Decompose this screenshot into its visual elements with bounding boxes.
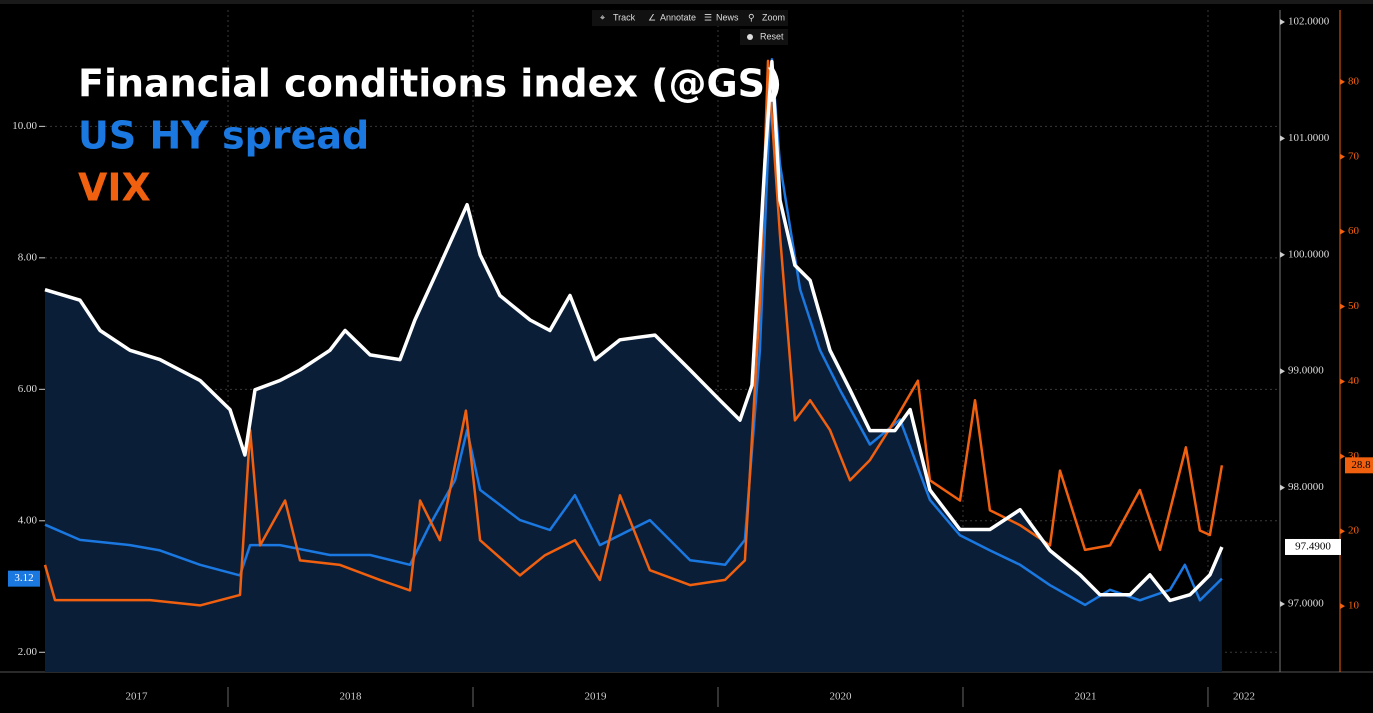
y3-tick-label: 60 — [1348, 225, 1360, 237]
series-line — [44, 59, 1224, 603]
y3-tick — [1340, 528, 1345, 535]
x-tick-label: 2022 — [1233, 691, 1255, 703]
x-tick-label: 2021 — [1074, 691, 1096, 703]
y2-tick — [1280, 484, 1285, 491]
series-area — [45, 61, 1222, 673]
x-tick-label: 2017 — [126, 691, 149, 703]
y-tick-label: 2.00 — [18, 646, 38, 658]
y-tick-label: 10.00 — [12, 120, 37, 132]
x-tick-label: 2019 — [584, 691, 607, 703]
y3-tick — [1340, 378, 1345, 385]
legend-entry: US HY spread — [78, 114, 369, 158]
plot-area: 2017 2018 2019 2020 2021 2022 2.00 4.00 6.00 8.00… — [0, 10, 1373, 707]
last-value-tag — [8, 570, 40, 587]
y3-tick-label: 30 — [1348, 450, 1360, 462]
legend-entry: Financial conditions index (@GS) — [78, 62, 782, 106]
y3-tick-label: 20 — [1348, 525, 1360, 537]
y3-tick-label: 80 — [1348, 75, 1360, 87]
y2-tick-label: 98.0000 — [1288, 481, 1324, 493]
last-value-label: 3.12 — [14, 572, 33, 584]
reset-button[interactable]: Reset — [760, 31, 784, 41]
y2-tick — [1280, 251, 1285, 258]
y3-tick — [1340, 303, 1345, 310]
y-tick-label: 6.00 — [18, 383, 38, 395]
toolbar-button[interactable]: News — [716, 12, 739, 22]
y2-tick — [1280, 368, 1285, 375]
toolbar: ⌖ Track ∠ Annotate ☰ News ⚲ Zoom Reset — [592, 10, 788, 45]
y2-tick-label: 101.0000 — [1288, 132, 1330, 144]
y-tick-label: 4.00 — [18, 514, 38, 526]
y-tick-label: 8.00 — [18, 251, 38, 263]
last-value-label: 28.8 — [1351, 459, 1371, 471]
toolbar-icon: ∠ — [648, 12, 656, 22]
toolbar-button[interactable]: Track — [613, 12, 636, 22]
last-value-tag — [1345, 457, 1373, 474]
y2-tick-label: 97.0000 — [1288, 598, 1324, 610]
y3-tick — [1340, 453, 1345, 460]
toolbar-icon: ⌖ — [600, 12, 605, 22]
toolbar-button[interactable]: Annotate — [660, 12, 696, 22]
top-strip — [0, 0, 1373, 4]
y3-tick-label: 10 — [1348, 600, 1360, 612]
x-tick-label: 2018 — [340, 691, 363, 703]
y3-tick-label: 40 — [1348, 375, 1360, 387]
y2-tick-label: 100.0000 — [1288, 248, 1330, 260]
toolbar-icon: ☰ — [704, 12, 712, 22]
y2-tick-label: 102.0000 — [1288, 16, 1330, 28]
y2-tick — [1280, 18, 1285, 25]
series-line — [43, 59, 1224, 607]
y2-tick — [1280, 601, 1285, 608]
last-value-label: 97.4900 — [1295, 541, 1331, 553]
y3-tick-label: 50 — [1348, 300, 1360, 312]
reset-icon — [747, 34, 753, 40]
y3-tick — [1340, 228, 1345, 235]
y2-tick — [1280, 135, 1285, 142]
toolbar-bg — [592, 10, 788, 26]
legend-entry: VIX — [78, 166, 151, 210]
y3-tick — [1340, 603, 1345, 610]
y3-tick-label: 70 — [1348, 150, 1360, 162]
x-tick-label: 2020 — [829, 691, 852, 703]
toolbar-button[interactable]: Zoom — [762, 12, 785, 22]
y3-tick — [1340, 78, 1345, 85]
reset-bg — [740, 29, 788, 45]
last-value-tag — [1285, 538, 1341, 555]
toolbar-icon: ⚲ — [748, 12, 755, 22]
y3-tick — [1340, 153, 1345, 160]
series-line — [44, 58, 1223, 607]
y2-tick-label: 99.0000 — [1288, 365, 1324, 377]
